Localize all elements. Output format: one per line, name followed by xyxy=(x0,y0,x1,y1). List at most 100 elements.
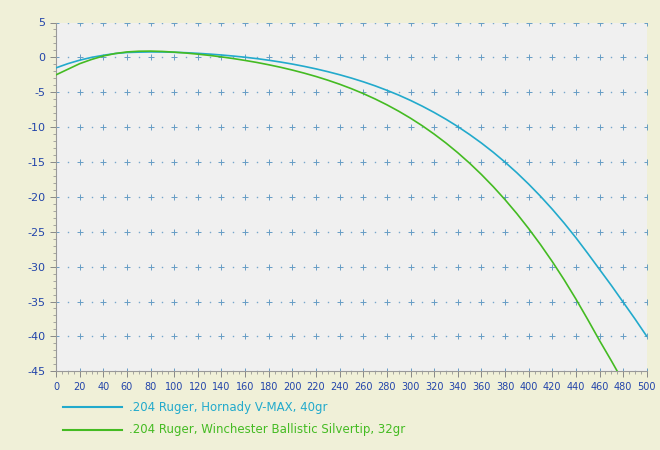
Point xyxy=(429,263,440,270)
Point xyxy=(618,368,628,375)
Point xyxy=(181,19,191,26)
Point xyxy=(488,54,498,61)
Point xyxy=(429,54,440,61)
Point xyxy=(275,298,286,305)
Point xyxy=(51,54,61,61)
Point xyxy=(441,333,451,340)
Point xyxy=(251,158,262,166)
Point xyxy=(488,123,498,130)
Point xyxy=(323,123,333,130)
Point xyxy=(63,298,73,305)
Point xyxy=(606,368,616,375)
Point xyxy=(98,158,109,166)
Point xyxy=(157,158,168,166)
Point xyxy=(181,123,191,130)
Point xyxy=(535,298,546,305)
Point xyxy=(393,228,404,235)
Point xyxy=(133,263,144,270)
Point xyxy=(263,89,274,96)
Point xyxy=(193,158,203,166)
Point xyxy=(464,298,475,305)
Point xyxy=(476,228,486,235)
Point xyxy=(63,158,73,166)
Point xyxy=(464,194,475,201)
Point xyxy=(299,54,310,61)
Point xyxy=(216,228,227,235)
Point xyxy=(500,333,510,340)
Point xyxy=(393,333,404,340)
Point xyxy=(559,194,570,201)
Point xyxy=(523,123,534,130)
Point xyxy=(181,194,191,201)
Point xyxy=(193,54,203,61)
Point xyxy=(346,263,356,270)
Point xyxy=(358,19,368,26)
Point xyxy=(630,194,640,201)
Point xyxy=(346,194,356,201)
Point xyxy=(98,263,109,270)
Point xyxy=(145,19,156,26)
Point xyxy=(287,228,298,235)
Point xyxy=(86,19,97,26)
Point xyxy=(311,54,321,61)
Point xyxy=(63,89,73,96)
Point xyxy=(157,19,168,26)
Point xyxy=(488,89,498,96)
Point xyxy=(488,194,498,201)
Point xyxy=(523,54,534,61)
Point xyxy=(417,263,428,270)
Point xyxy=(464,228,475,235)
Point xyxy=(157,263,168,270)
Point xyxy=(559,333,570,340)
Point xyxy=(263,54,274,61)
Point xyxy=(594,368,605,375)
Point xyxy=(453,298,463,305)
Point xyxy=(594,158,605,166)
Point xyxy=(370,368,380,375)
Point xyxy=(571,89,581,96)
Point xyxy=(618,228,628,235)
Point xyxy=(512,54,522,61)
Point xyxy=(193,298,203,305)
Point xyxy=(51,158,61,166)
Point xyxy=(370,89,380,96)
Point xyxy=(86,123,97,130)
Point xyxy=(110,333,120,340)
Point xyxy=(582,298,593,305)
Point xyxy=(335,333,345,340)
Point xyxy=(571,194,581,201)
Point xyxy=(453,158,463,166)
Point xyxy=(535,368,546,375)
Point xyxy=(75,368,85,375)
Point xyxy=(630,123,640,130)
Point xyxy=(98,89,109,96)
Point xyxy=(523,333,534,340)
Point xyxy=(311,194,321,201)
Point xyxy=(370,194,380,201)
Point xyxy=(547,298,558,305)
Point xyxy=(335,194,345,201)
Point xyxy=(240,19,250,26)
Point xyxy=(571,333,581,340)
Point xyxy=(181,263,191,270)
Point xyxy=(86,194,97,201)
Point xyxy=(121,54,132,61)
Point xyxy=(512,298,522,305)
Point xyxy=(228,194,239,201)
Point xyxy=(642,263,652,270)
Point xyxy=(429,333,440,340)
Point xyxy=(86,158,97,166)
Point xyxy=(275,194,286,201)
Point xyxy=(630,368,640,375)
Point xyxy=(429,123,440,130)
Point xyxy=(370,19,380,26)
Point xyxy=(429,194,440,201)
Point xyxy=(181,368,191,375)
Point xyxy=(358,54,368,61)
Point xyxy=(488,158,498,166)
Point xyxy=(240,368,250,375)
Point xyxy=(181,228,191,235)
Point xyxy=(606,194,616,201)
Point xyxy=(193,263,203,270)
Point xyxy=(323,368,333,375)
